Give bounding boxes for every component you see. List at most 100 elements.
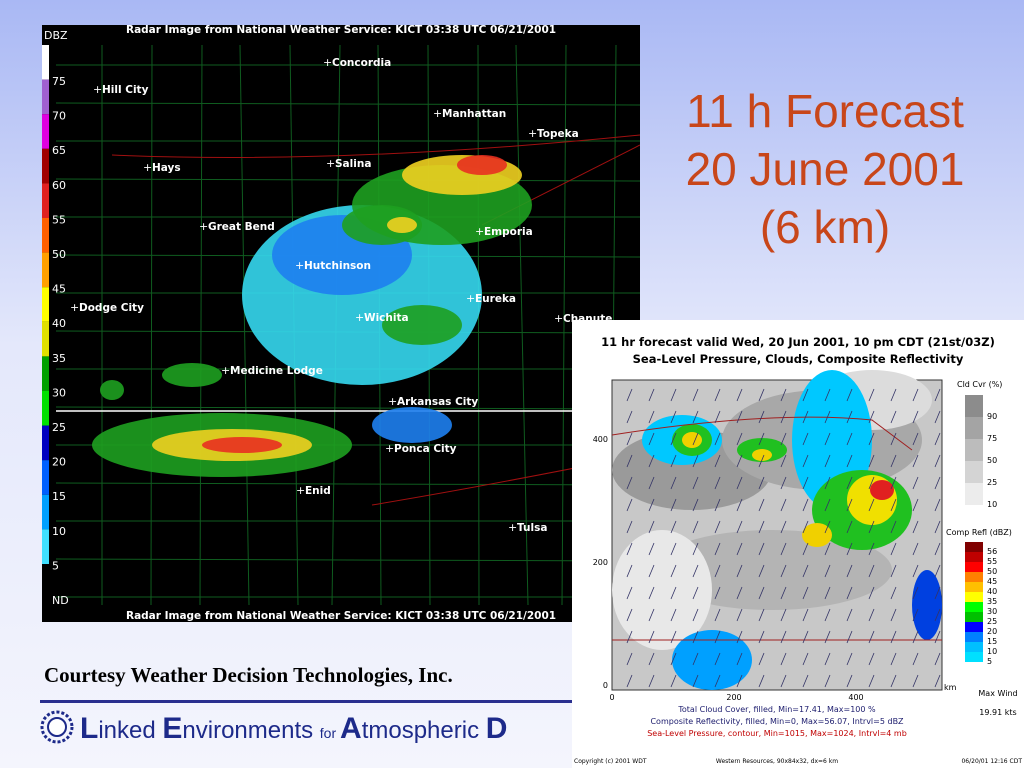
wind-barb <box>692 432 699 446</box>
wind-barb <box>670 652 677 666</box>
wind-barb <box>846 542 853 556</box>
wind-barb <box>824 608 831 622</box>
city-label: Enid <box>305 485 331 497</box>
legend-swatch <box>965 439 983 461</box>
legend-label: 55 <box>987 557 997 566</box>
wind-barb <box>758 498 765 512</box>
legend-label: 55 <box>52 213 66 226</box>
legend-label: 30 <box>987 607 997 616</box>
city-marker: + <box>323 56 332 69</box>
wind-barb <box>890 674 897 688</box>
wind-barb <box>736 454 743 468</box>
wind-barb <box>758 652 765 666</box>
wind-barb <box>824 520 831 534</box>
legend-swatch <box>965 632 983 642</box>
wind-barb <box>626 520 633 534</box>
wind-barb <box>780 674 787 688</box>
x-tick-label: 200 <box>726 693 741 702</box>
wind-barb <box>626 652 633 666</box>
wind-barb <box>670 410 677 424</box>
wind-barb <box>890 608 897 622</box>
footer-part: D <box>485 712 508 745</box>
city-marker: + <box>355 311 364 324</box>
wind-barb <box>736 542 743 556</box>
wind-barb <box>670 542 677 556</box>
wind-barb <box>758 542 765 556</box>
wind-barb <box>692 564 699 578</box>
wind-barb <box>802 410 809 424</box>
wind-barb <box>670 454 677 468</box>
city-label: Great Bend <box>208 221 275 233</box>
legend-swatch <box>42 183 49 218</box>
legend-label: 70 <box>52 110 66 123</box>
wind-barb <box>824 586 831 600</box>
city-label: Salina <box>335 158 371 170</box>
wind-barb <box>648 630 655 644</box>
city-label: Tulsa <box>517 522 547 534</box>
wind-barb <box>692 586 699 600</box>
wind-barb <box>890 454 897 468</box>
wind-barb <box>824 388 831 402</box>
legend-swatch <box>42 321 49 357</box>
city-marker: + <box>93 83 102 96</box>
wind-barb <box>736 388 743 402</box>
wind-barb <box>824 674 831 688</box>
wind-barb <box>846 454 853 468</box>
legend-swatch <box>42 529 49 564</box>
wind-barb <box>648 564 655 578</box>
footer-part: for <box>319 725 341 741</box>
wind-barb <box>780 476 787 490</box>
wind-barb <box>890 520 897 534</box>
wind-barb <box>736 608 743 622</box>
wind-barb <box>758 608 765 622</box>
wind-barb <box>758 476 765 490</box>
legend-label: 5 <box>987 657 992 666</box>
wind-barb <box>802 388 809 402</box>
legend-swatch <box>965 582 983 592</box>
wind-barb <box>868 520 875 534</box>
county-line <box>561 44 567 606</box>
wind-barb <box>912 498 919 512</box>
wind-barb <box>758 674 765 688</box>
county-line <box>55 102 640 106</box>
legend-label: ND <box>52 594 69 607</box>
wind-barb <box>626 608 633 622</box>
wind-barb <box>802 586 809 600</box>
wind-barb <box>890 630 897 644</box>
wind-barb <box>736 630 743 644</box>
copyright: Copyright (c) 2001 WDT <box>574 758 647 765</box>
wind-barb <box>648 454 655 468</box>
wind-barb <box>802 498 809 512</box>
wind-barb <box>692 608 699 622</box>
wind-barb <box>890 652 897 666</box>
wind-barb <box>934 652 941 666</box>
wind-barb <box>736 564 743 578</box>
wind-barb <box>890 432 897 446</box>
legend-title: DBZ <box>44 29 68 42</box>
legend-label: 90 <box>987 412 997 421</box>
wind-barb <box>846 410 853 424</box>
wind-barb <box>824 476 831 490</box>
wind-barb <box>824 454 831 468</box>
wind-barb <box>626 564 633 578</box>
credit: Courtesy Weather Decision Technologies, … <box>44 663 453 687</box>
city-marker: + <box>388 395 397 408</box>
wind-barb <box>846 608 853 622</box>
legend-swatch <box>42 79 49 115</box>
domain: Western Resources, 90x84x32, dx=6 km <box>716 758 838 765</box>
wind-barb <box>934 476 941 490</box>
city-label: Dodge City <box>79 302 144 314</box>
slide-title: 11 h Forecast 20 June 2001 (6 km) <box>640 82 1010 256</box>
legend-swatch <box>965 622 983 632</box>
wind-barb <box>934 542 941 556</box>
wind-barb <box>758 586 765 600</box>
legend-swatch <box>965 417 983 439</box>
wind-barb <box>714 498 721 512</box>
wind-barb <box>868 432 875 446</box>
county-line <box>199 44 203 606</box>
city-label: Manhattan <box>442 108 506 120</box>
wind-barb <box>626 388 633 402</box>
county-line <box>150 44 153 606</box>
wind-barb <box>868 542 875 556</box>
